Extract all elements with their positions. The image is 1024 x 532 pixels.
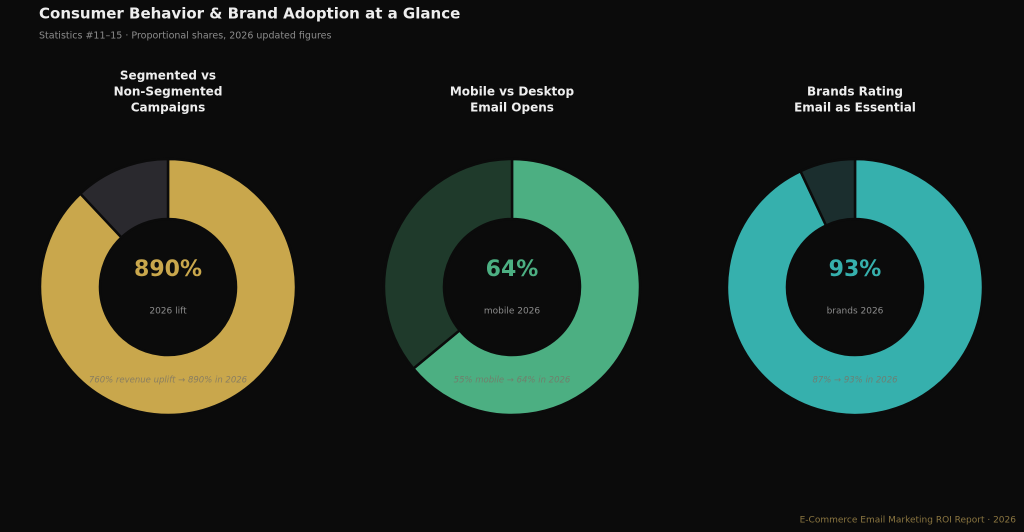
donut-segment [78, 157, 170, 240]
center-label: 890% [134, 257, 202, 282]
annotation: 55% mobile → 64% in 2026 [454, 376, 571, 386]
annotation: 87% → 93% in 2026 [812, 376, 898, 386]
center-sublabel: 2026 lift [149, 307, 187, 317]
chart-title: Campaigns [131, 101, 205, 115]
chart-title: Segmented vs [120, 69, 216, 83]
center-sublabel: brands 2026 [827, 307, 884, 317]
donut-segment [798, 157, 857, 228]
center-label: 64% [486, 257, 539, 282]
page-subtitle: Statistics #11–15 · Proportional shares,… [39, 31, 332, 42]
center-sublabel: mobile 2026 [484, 307, 541, 317]
chart-title: Email as Essential [794, 101, 916, 115]
chart-title: Mobile vs Desktop [450, 85, 575, 99]
donut-segment [411, 157, 642, 417]
chart-title: Email Opens [470, 101, 554, 115]
donut-segment [725, 157, 985, 417]
footer: E-Commerce Email Marketing ROI Report · … [800, 516, 1017, 526]
center-label: 93% [829, 257, 882, 282]
chart-title: Non-Segmented [114, 85, 223, 99]
page-title: Consumer Behavior & Brand Adoption at a … [39, 5, 460, 23]
donut-segment [38, 157, 298, 417]
donut-segment [382, 157, 514, 371]
chart-title: Brands Rating [807, 85, 903, 99]
annotation: 760% revenue uplift → 890% in 2026 [89, 376, 248, 386]
